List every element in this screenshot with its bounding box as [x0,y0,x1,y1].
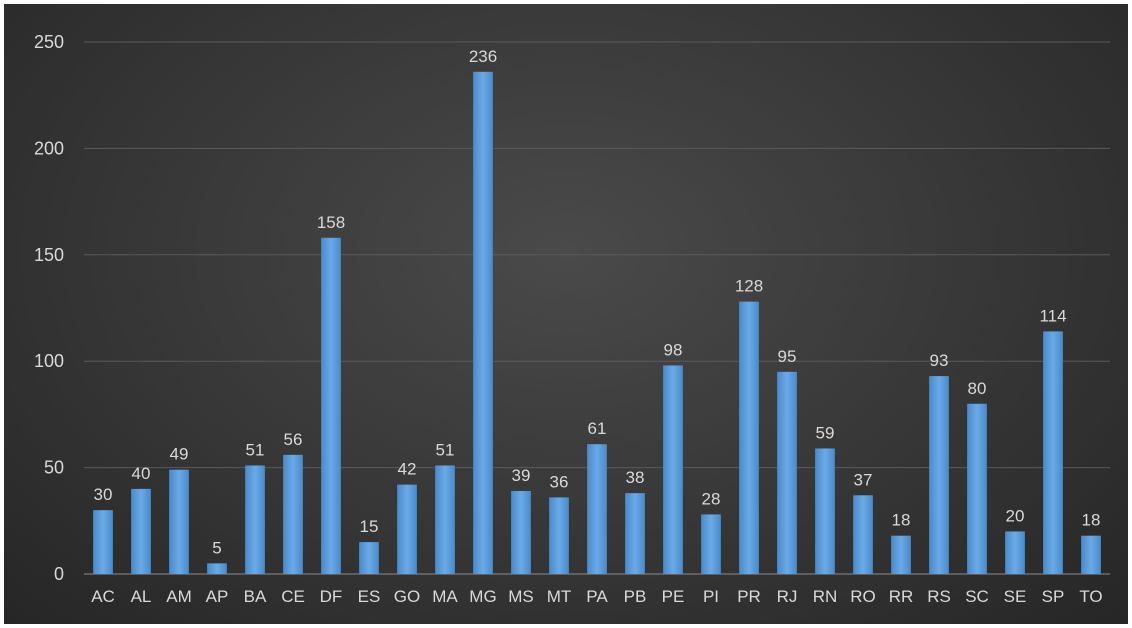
x-tick-label-pb: PB [624,587,647,606]
data-labels: 30 40 49 5 51 56 158 15 42 51 236 39 36 61 38 98 28 128 95… [94,47,1101,558]
bar-sp [1043,331,1063,574]
x-tick-label-rj: RJ [777,587,798,606]
bar-mt [549,497,569,574]
bar-ba [245,465,265,574]
data-label-es: 15 [360,517,379,536]
x-tick-label-df: DF [320,587,343,606]
x-tick-label-mg: MG [469,587,496,606]
y-tick-label: 100 [34,351,64,371]
x-tick-label-pi: PI [703,587,719,606]
y-tick-label: 250 [34,32,64,52]
bar-df [321,237,341,574]
bar-mg [473,71,493,575]
data-label-pr: 128 [735,277,763,296]
data-label-sc: 80 [968,379,987,398]
bar-rn [815,448,835,574]
chart-area: 0 50 100 150 200 250 30 40 49 5 51 56 158 15 42 51 236 3… [4,4,1128,624]
bar-go [397,484,417,574]
x-tick-label-al: AL [131,587,152,606]
x-axis-categories: AC AL AM AP BA CE DF ES GO MA MG MS MT PA PB PE PI PR RJ RN… [91,587,1102,606]
x-tick-label-ms: MS [508,587,534,606]
data-label-rr: 18 [892,511,911,530]
bar-ac [93,510,113,574]
y-axis-ticks: 0 50 100 150 200 250 [34,32,64,584]
x-tick-label-rr: RR [889,587,914,606]
bar-al [131,488,151,574]
bar-rr [891,535,911,574]
x-tick-label-rs: RS [927,587,951,606]
x-tick-label-sp: SP [1042,587,1065,606]
x-tick-label-ac: AC [91,587,115,606]
x-tick-label-to: TO [1079,587,1102,606]
data-label-go: 42 [398,460,417,479]
data-label-mt: 36 [550,472,569,491]
x-tick-label-ba: BA [244,587,267,606]
data-label-rs: 93 [930,351,949,370]
data-label-df: 158 [317,213,345,232]
x-tick-label-es: ES [358,587,381,606]
bar-ms [511,491,531,574]
data-label-am: 49 [170,445,189,464]
x-tick-label-go: GO [394,587,420,606]
bar-ma [435,465,455,574]
bar-ro [853,495,873,574]
bar-ap [207,563,227,574]
data-label-ap: 5 [212,538,221,557]
y-tick-label: 0 [54,564,64,584]
data-label-ro: 37 [854,470,873,489]
bar-ce [283,454,303,574]
x-tick-label-ce: CE [281,587,305,606]
bar-pi [701,514,721,574]
x-tick-label-rn: RN [813,587,838,606]
bar-pe [663,365,683,574]
x-tick-label-ro: RO [850,587,876,606]
x-tick-label-ma: MA [432,587,458,606]
data-label-rn: 59 [816,423,835,442]
y-tick-label: 50 [44,458,64,478]
x-tick-label-pr: PR [737,587,761,606]
data-label-al: 40 [132,464,151,483]
x-tick-label-sc: SC [965,587,989,606]
bar-am [169,469,189,574]
bar-to [1081,535,1101,574]
bar-pb [625,493,645,574]
bar-sc [967,403,987,574]
data-label-pi: 28 [702,489,721,508]
x-tick-label-pe: PE [662,587,685,606]
data-label-sp: 114 [1039,306,1066,325]
x-tick-label-am: AM [166,587,192,606]
data-label-to: 18 [1082,511,1101,530]
x-tick-label-se: SE [1004,587,1027,606]
bar-pa [587,444,607,574]
bar-rj [777,371,797,574]
x-tick-label-mt: MT [547,587,572,606]
data-label-rj: 95 [778,347,797,366]
bar-es [359,542,379,574]
data-label-pa: 61 [588,419,607,438]
bar-rs [929,376,949,574]
y-tick-label: 200 [34,138,64,158]
x-tick-label-ap: AP [206,587,229,606]
bars [93,71,1101,575]
data-label-pb: 38 [626,468,645,487]
data-label-ma: 51 [436,440,455,459]
bar-se [1005,531,1025,574]
data-label-ac: 30 [94,485,113,504]
data-label-se: 20 [1006,506,1025,525]
data-label-pe: 98 [664,340,683,359]
x-tick-label-pa: PA [586,587,608,606]
data-label-ce: 56 [284,430,303,449]
data-label-ms: 39 [512,466,531,485]
y-tick-label: 150 [34,245,64,265]
data-label-ba: 51 [246,440,265,459]
bar-pr [739,301,759,574]
data-label-mg: 236 [469,47,497,66]
